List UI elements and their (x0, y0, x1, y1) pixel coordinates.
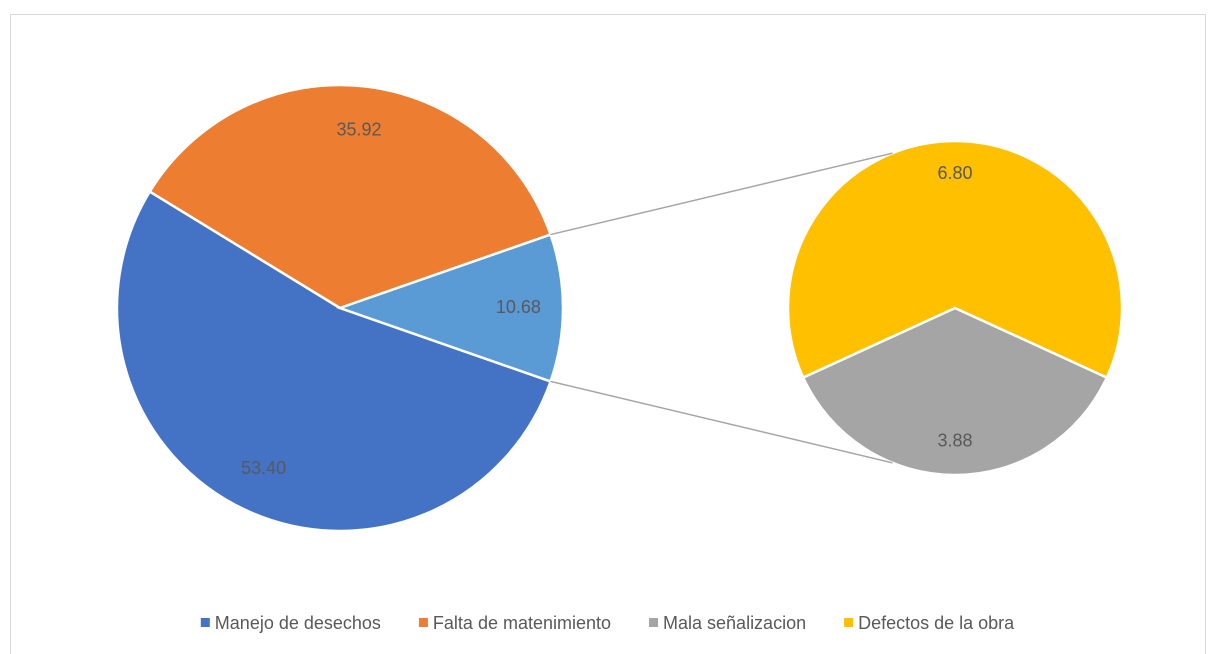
connector-line (550, 152, 893, 236)
legend-swatch (200, 618, 210, 627)
legend-swatch (844, 618, 854, 627)
connector-line (550, 380, 893, 464)
data-label: 10.68 (496, 297, 541, 317)
combined-slice (336, 232, 565, 384)
pie-slice (786, 139, 1124, 380)
legend-swatch (649, 618, 659, 627)
legend-label: Falta de matenimiento (433, 613, 611, 633)
pie-slice (115, 189, 553, 533)
legend-label: Mala señalizacion (663, 613, 806, 633)
legend-label: Manejo de desechos (215, 613, 381, 633)
data-label: 35.92 (336, 119, 381, 139)
legend-label: Defectos de la obra (858, 613, 1015, 633)
data-label: 6.80 (937, 163, 972, 183)
pie-slice (801, 306, 1109, 477)
data-label: 3.88 (937, 430, 972, 450)
data-label: 53.40 (241, 458, 286, 478)
legend-swatch (418, 618, 428, 627)
pie-slice (148, 83, 553, 310)
